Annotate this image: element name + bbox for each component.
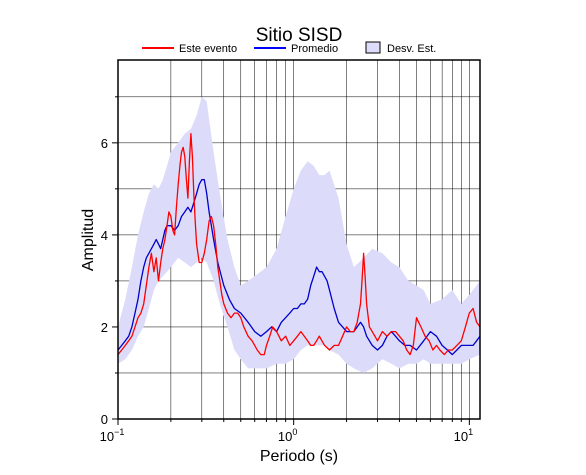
series-line-promedio	[117, 179, 481, 356]
legend-label: Desv. Est.	[387, 43, 436, 55]
y-tick-label: 4	[101, 228, 108, 243]
std-band	[118, 96, 480, 374]
y-tick-label: 6	[101, 136, 108, 151]
y-tick-label: 2	[101, 320, 108, 335]
x-tick-label: 101	[454, 427, 473, 444]
x-tick-label: 100	[278, 427, 297, 444]
legend-label: Este evento	[179, 43, 237, 55]
plot-frame	[117, 59, 481, 420]
y-tick-label: 0	[101, 412, 108, 427]
std-band-area	[118, 96, 480, 374]
x-axis: 10−1 100 101	[100, 419, 473, 444]
series-lines	[117, 132, 481, 356]
legend-label: Promedio	[291, 43, 338, 55]
y-axis-title: Amplitud	[80, 209, 97, 271]
legend-swatch	[365, 41, 381, 54]
x-tick-label: 10−1	[100, 427, 125, 444]
chart-title: Sitio SISD	[256, 25, 343, 46]
x-axis-title: Periodo (s)	[260, 448, 338, 465]
y-axis: 0 2 4 6	[101, 96, 118, 427]
plot-border	[117, 59, 481, 420]
series-line-este-evento	[117, 132, 481, 356]
legend: Este evento Promedio Desv. Est.	[142, 41, 436, 55]
